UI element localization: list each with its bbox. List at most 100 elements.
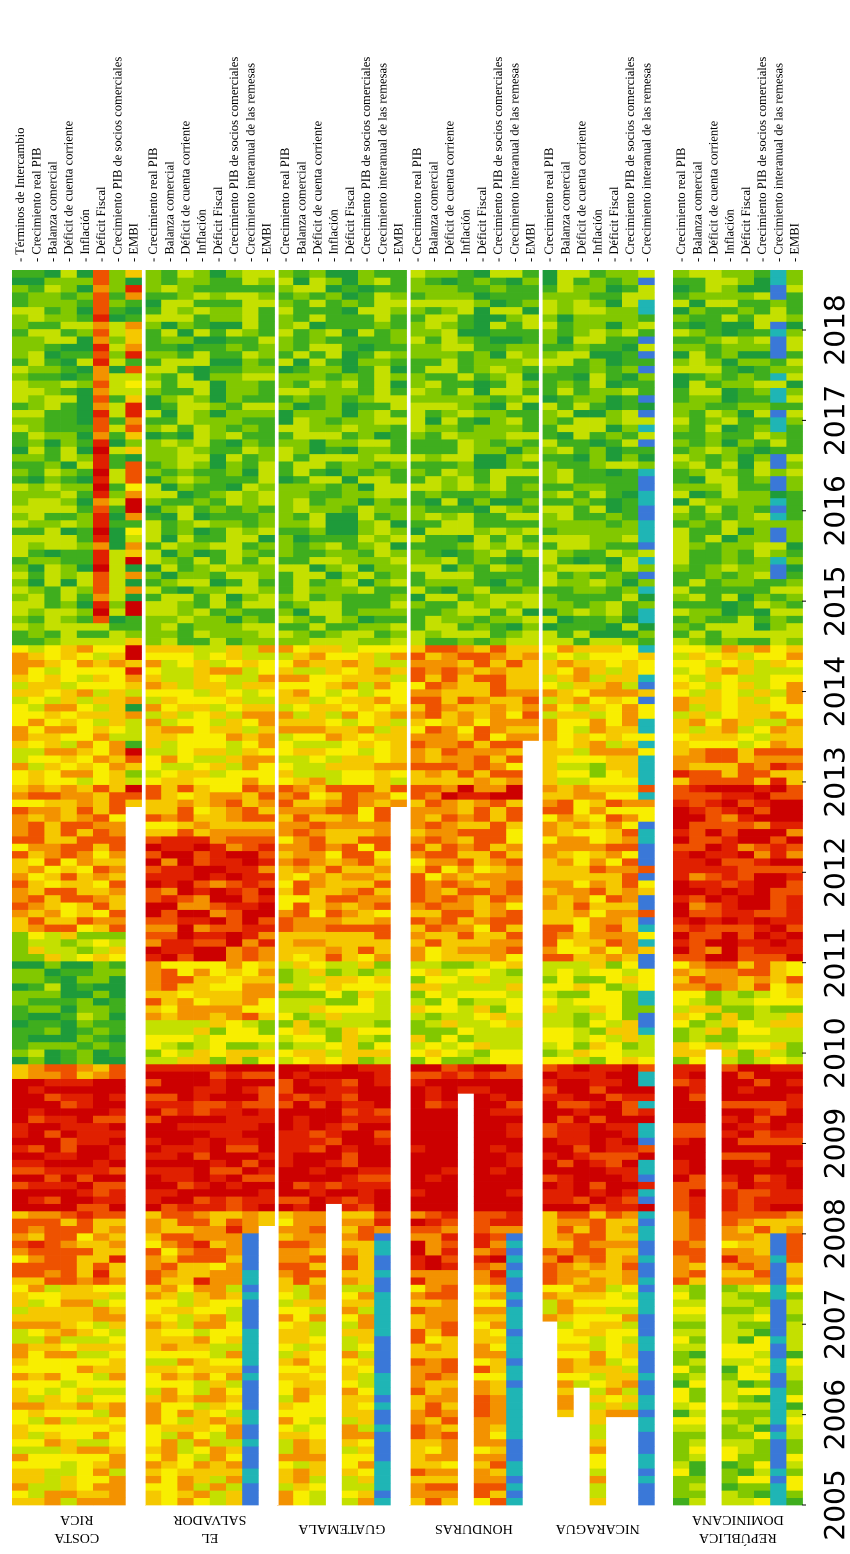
heatmap-cell [358,409,375,418]
heatmap-cell [374,1482,391,1491]
heatmap-cell [193,556,211,565]
heatmap-cell [409,666,426,675]
heatmap-cell [325,799,343,807]
heatmap-cell [93,284,110,293]
heatmap-cell [209,512,227,521]
heatmap-cell [293,931,310,940]
heatmap-cell [490,622,507,631]
heatmap-cell [293,1012,310,1021]
heatmap-cell [325,681,343,690]
heatmap-cell [506,813,523,822]
heatmap-cell [209,858,227,866]
heatmap-cell [76,799,94,807]
heatmap-cell [490,858,507,866]
heatmap-cell [125,571,142,580]
heatmap-cell [374,711,391,719]
heatmap-cell [12,608,29,616]
heatmap-cell [309,1490,326,1498]
heatmap-cell [12,799,29,807]
heatmap-cell [425,1233,442,1241]
heatmap-cell [44,696,61,705]
heatmap-cell [242,1027,259,1035]
heatmap-cell [358,284,375,293]
heatmap-cell [60,1468,78,1476]
heatmap-cell [374,394,391,403]
heatmap-cell [242,1144,259,1153]
heatmap-cell [161,747,178,756]
heatmap-cell [209,1468,227,1476]
heatmap-cell [457,350,475,359]
heatmap-cell [277,306,294,315]
heatmap-cell [409,1130,426,1138]
heatmap-cell [109,490,126,499]
heatmap-cell [506,1380,523,1388]
heatmap-cell [44,1291,61,1300]
heatmap-cell [309,858,326,866]
heatmap-cell [44,872,61,881]
heatmap-cell [109,1313,126,1322]
heatmap-cell [325,1012,343,1021]
heatmap-cell [242,1468,259,1476]
heatmap-cell [390,512,407,521]
heatmap-cell [226,644,243,653]
heatmap-cell [374,747,391,756]
heatmap-cell [457,1019,475,1028]
heatmap-cell [409,902,426,910]
heatmap-cell [390,674,407,683]
heatmap-cell [374,1196,391,1204]
heatmap-cell [409,1409,426,1418]
heatmap-cell [341,961,359,969]
heatmap-cell [76,733,94,741]
heatmap-cell [109,674,126,683]
heatmap-cell [390,703,407,712]
heatmap-cell [325,358,343,366]
heatmap-cell [409,1144,426,1153]
heatmap-cell [76,1277,94,1285]
heatmap-cell [193,1468,211,1476]
heatmap-cell [93,659,110,668]
heatmap-cell [277,1255,294,1263]
heatmap-cell [145,600,162,609]
heatmap-cell [209,608,227,616]
heatmap-cell [490,681,507,690]
heatmap-cell [358,652,375,660]
heatmap-cell [109,1027,126,1035]
heatmap-cell [341,975,359,984]
heatmap-cell [277,931,294,940]
heatmap-cell [44,924,61,932]
heatmap-cell [293,1372,310,1381]
heatmap-cell [358,1049,375,1057]
heatmap-cell [76,306,94,315]
heatmap-cell [374,777,391,785]
heatmap-cell [209,556,227,565]
heatmap-cell [145,762,162,771]
heatmap-cell [28,1005,45,1013]
heatmap-cell [293,439,310,447]
heatmap-cell [109,1402,126,1410]
heatmap-cell [277,733,294,741]
heatmap-cell [293,858,310,866]
heatmap-cell [473,556,491,565]
heatmap-cell [93,1357,110,1366]
heatmap-cell [193,358,211,366]
heatmap-cell [473,946,491,955]
heatmap-cell [177,358,194,366]
heatmap-cell [277,674,294,683]
heatmap-cell [490,549,507,558]
heatmap-cell [60,541,78,550]
heatmap-cell [193,1225,211,1234]
heatmap-cell [226,983,243,991]
heatmap-cell [161,306,178,315]
heatmap-cell [60,1078,78,1087]
heatmap-cell [226,387,243,396]
heatmap-cell [76,461,94,469]
heatmap-cell [341,564,359,572]
heatmap-cell [209,453,227,462]
heatmap-cell [93,1078,110,1087]
heatmap-cell [409,740,426,749]
heatmap-cell [145,519,162,528]
heatmap-cell [193,549,211,558]
heatmap-cell [473,424,491,433]
heatmap-cell [193,439,211,447]
heatmap-cell [125,659,142,668]
